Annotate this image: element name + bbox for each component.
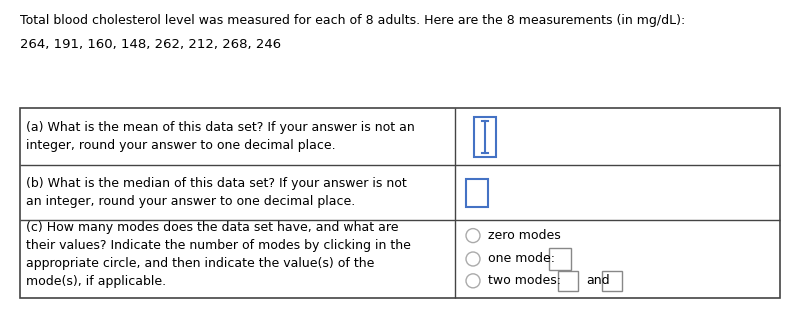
Text: (c) How many modes does the data set have, and what are
their values? Indicate t: (c) How many modes does the data set hav…: [26, 222, 411, 289]
Text: Total blood cholesterol level was measured for each of 8 adults. Here are the 8 : Total blood cholesterol level was measur…: [20, 14, 686, 27]
Bar: [20, 108, 780, 298]
Bar: [602, 271, 622, 291]
Text: 264, 191, 160, 148, 262, 212, 268, 246: 264, 191, 160, 148, 262, 212, 268, 246: [20, 38, 281, 51]
Text: two modes:: two modes:: [488, 274, 561, 287]
Bar: [466, 179, 488, 206]
Bar: [558, 271, 578, 291]
Text: (a) What is the mean of this data set? If your answer is not an
integer, round y: (a) What is the mean of this data set? I…: [26, 121, 414, 152]
Text: and: and: [586, 274, 610, 287]
Text: one mode:: one mode:: [488, 253, 555, 265]
Bar: [549, 248, 571, 270]
Text: zero modes: zero modes: [488, 229, 561, 242]
Bar: [474, 117, 496, 157]
Text: (b) What is the median of this data set? If your answer is not
an integer, round: (b) What is the median of this data set?…: [26, 177, 406, 208]
